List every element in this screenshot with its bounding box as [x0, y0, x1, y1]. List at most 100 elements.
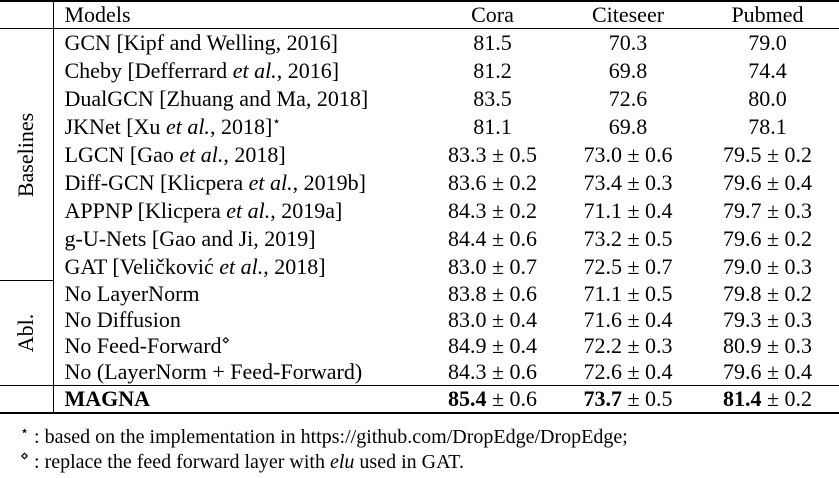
score-pubmed: 79.5 ± 0.2 [722, 141, 813, 167]
magna-cora-mean: 85.4 [447, 385, 487, 411]
score-pubmed: 79.6 ± 0.4 [722, 358, 813, 384]
score-cora: 83.5 [473, 85, 512, 111]
corner-cell [0, 1, 54, 29]
score-citeseer: 72.6 ± 0.4 [583, 358, 673, 384]
row-no-layernorm-feedforward: No (LayerNorm + Feed-Forward) 84.3 ± 0.6… [0, 359, 839, 386]
score-cora: 84.3 ± 0.2 [447, 197, 538, 223]
magna-score-cora: 85.4 ± 0.6 [425, 384, 560, 413]
model-cite-end: , 2019a] [270, 197, 343, 223]
ablation-rotated-label: Abl. [13, 313, 39, 353]
score-citeseer: 73.4 ± 0.3 [583, 169, 673, 195]
score-citeseer: 73.2 ± 0.5 [583, 225, 673, 251]
footnote-elu-italic: elu [329, 450, 355, 473]
magna-label-spacer [0, 384, 54, 413]
row-dualgcn: DualGCN [Zhuang and Ma, 2018] 83.5 72.6 … [0, 85, 839, 113]
score-pubmed: 80.9 ± 0.3 [722, 332, 813, 358]
model-cite-end: , 2016] [276, 57, 340, 83]
magna-pubmed-pm: ± 0.2 [761, 385, 813, 411]
score-pubmed: 79.0 [748, 29, 787, 55]
score-citeseer: 72.5 ± 0.7 [583, 253, 673, 279]
score-pubmed: 78.1 [748, 113, 787, 139]
model-name: DualGCN [Zhuang and Ma, 2018] [64, 85, 369, 111]
header-row: Models Cora Citeseer Pubmed [0, 1, 839, 29]
model-name: No LayerNorm [64, 280, 200, 306]
score-citeseer: 69.8 [608, 113, 648, 139]
model-etal: et al. [248, 169, 293, 195]
footnote-star: ⋆ : based on the implementation in https… [20, 422, 839, 450]
column-header-models: Models [53, 1, 425, 29]
row-gat: GAT [Veličković et al., 2018] 83.0 ± 0.7… [0, 253, 839, 281]
footnotes: ⋆ : based on the implementation in https… [0, 414, 839, 475]
score-pubmed: 79.6 ± 0.2 [722, 225, 813, 251]
footnote-star-text: : based on the implementation in https:/… [29, 425, 628, 448]
score-pubmed: 74.4 [748, 57, 787, 83]
model-name: No Diffusion [64, 306, 181, 332]
model-etal: et al. [165, 113, 210, 139]
star-superscript: ⋆ [272, 113, 281, 129]
model-name-cell: No Feed-Forward⋄ [53, 333, 425, 359]
magna-score-citeseer: 73.7 ± 0.5 [560, 384, 696, 413]
row-diffgcn: Diff-GCN [Klicpera et al., 2019b] 83.6 ±… [0, 169, 839, 197]
score-pubmed: 79.0 ± 0.3 [722, 253, 813, 279]
score-cora: 83.8 ± 0.6 [447, 280, 538, 306]
model-name-cell: No LayerNorm [53, 281, 425, 307]
star-footnote-symbol: ⋆ [20, 422, 30, 439]
footnote-diamond: ⋄ : replace the feed forward layer with … [20, 447, 839, 475]
model-name-cell: GCN [Kipf and Welling, 2016] [53, 29, 425, 57]
magna-cora-pm: ± 0.6 [486, 385, 538, 411]
score-pubmed: 80.0 [748, 85, 787, 111]
score-cora: 81.2 [473, 57, 512, 83]
model-cite-end: , 2018] [263, 253, 326, 279]
baselines-rotated-label: Baselines [13, 112, 39, 197]
score-citeseer: 72.6 [608, 85, 648, 111]
score-citeseer: 71.6 ± 0.4 [583, 306, 673, 332]
magna-pubmed-mean: 81.4 [722, 385, 762, 411]
model-name: GCN [Kipf and Welling, 2016] [64, 29, 338, 55]
model-etal: et al. [179, 141, 224, 167]
score-cora: 84.4 ± 0.6 [447, 225, 538, 251]
model-name-cell: LGCN [Gao et al., 2018] [53, 141, 425, 169]
results-table: Models Cora Citeseer Pubmed Baselines GC… [0, 0, 839, 414]
score-cora: 83.0 ± 0.4 [447, 306, 538, 332]
score-cora: 81.1 [473, 113, 512, 139]
model-etal: et al. [219, 253, 264, 279]
model-name: GAT [Veličković [64, 253, 220, 279]
score-citeseer: 71.1 ± 0.5 [583, 280, 673, 306]
row-appnp: APPNP [Klicpera et al., 2019a] 84.3 ± 0.… [0, 197, 839, 225]
section-label-ablation: Abl. [0, 280, 54, 386]
model-etal: et al. [226, 197, 271, 223]
model-name: No (LayerNorm + Feed-Forward) [64, 358, 363, 384]
row-cheby: Cheby [Defferrard et al., 2016] 81.2 69.… [0, 57, 839, 85]
column-header-cora: Cora [425, 1, 560, 29]
model-name-cell: No (LayerNorm + Feed-Forward) [53, 359, 425, 386]
model-name-cell: Diff-GCN [Klicpera et al., 2019b] [53, 169, 425, 197]
score-cora: 83.0 ± 0.7 [447, 253, 538, 279]
row-no-diffusion: No Diffusion 83.0 ± 0.4 71.6 ± 0.4 79.3 … [0, 307, 839, 333]
model-cite-end: , 2019b] [292, 169, 366, 195]
row-lgcn: LGCN [Gao et al., 2018] 83.3 ± 0.5 73.0 … [0, 141, 839, 169]
magna-citeseer-mean: 73.7 [583, 385, 622, 411]
model-name-cell: APPNP [Klicpera et al., 2019a] [53, 197, 425, 225]
column-header-citeseer: Citeseer [560, 1, 696, 29]
section-label-baselines: Baselines [0, 28, 54, 281]
model-name: JKNet [Xu [64, 113, 166, 139]
score-citeseer: 70.3 [608, 29, 648, 55]
score-cora: 84.3 ± 0.6 [447, 358, 538, 384]
model-name: LGCN [Gao [64, 141, 180, 167]
row-gunets: g-U-Nets [Gao and Ji, 2019] 84.4 ± 0.6 7… [0, 225, 839, 253]
model-name: g-U-Nets [Gao and Ji, 2019] [64, 225, 316, 251]
model-cite-end: , 2018] [209, 113, 273, 139]
diamond-footnote-symbol: ⋄ [20, 447, 30, 464]
model-name: No Feed-Forward [64, 332, 222, 358]
footnote-diamond-text-end: used in GAT. [354, 450, 465, 473]
magna-score-pubmed: 81.4 ± 0.2 [696, 384, 839, 413]
score-cora: 84.9 ± 0.4 [447, 332, 538, 358]
model-name-cell: GAT [Veličković et al., 2018] [53, 253, 425, 281]
score-citeseer: 71.1 ± 0.4 [583, 197, 673, 223]
model-name: APPNP [Klicpera [64, 197, 227, 223]
score-cora: 83.6 ± 0.2 [447, 169, 538, 195]
magna-citeseer-pm: ± 0.5 [621, 385, 673, 411]
row-gcn: Baselines GCN [Kipf and Welling, 2016] 8… [0, 28, 839, 281]
score-citeseer: 72.2 ± 0.3 [583, 332, 673, 358]
model-name-cell: g-U-Nets [Gao and Ji, 2019] [53, 225, 425, 253]
